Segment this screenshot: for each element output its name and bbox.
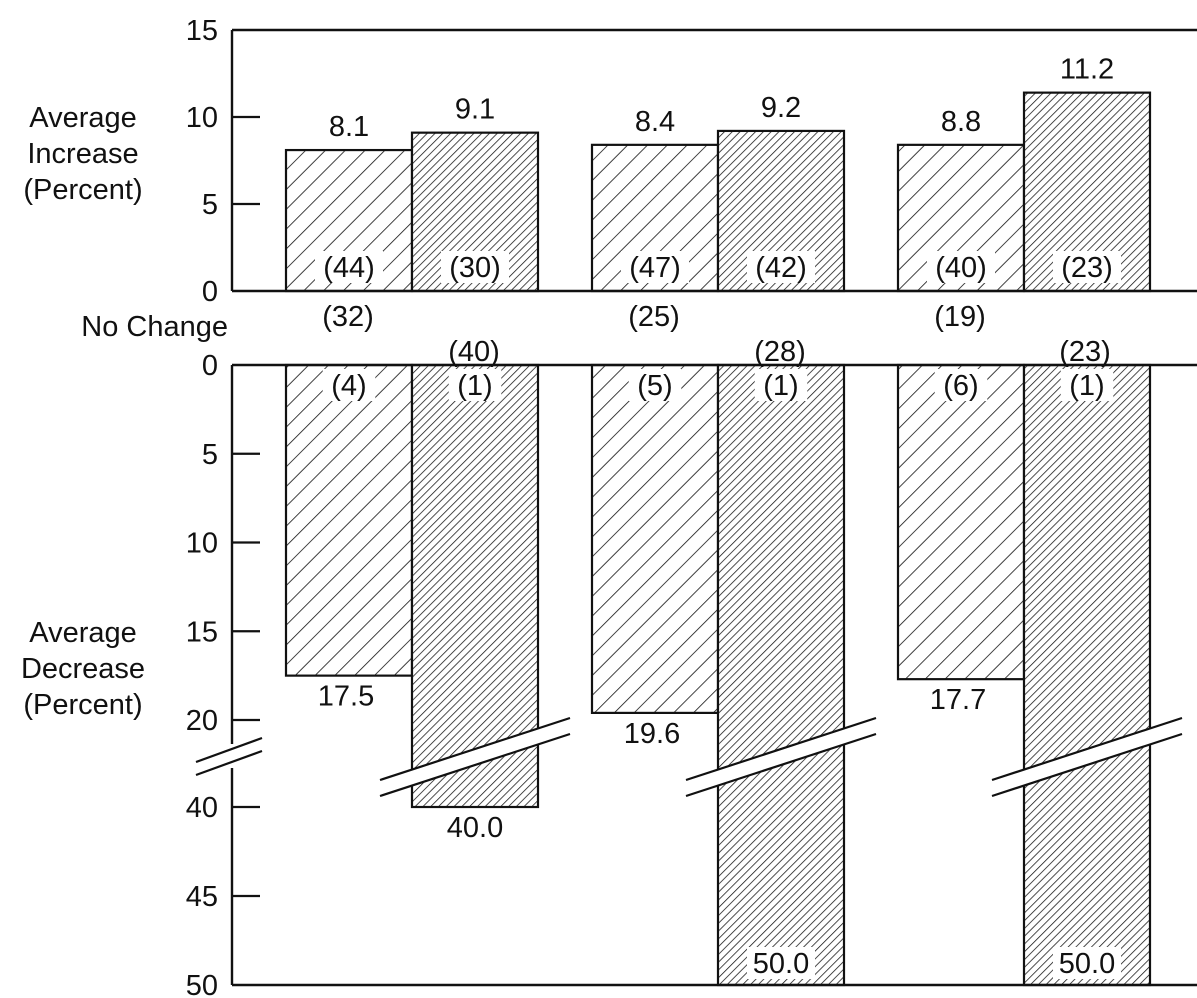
increase-count-label: (23) (1061, 252, 1113, 284)
decrease-ylabel-line: (Percent) (23, 689, 142, 721)
increase-count-label: (47) (629, 252, 681, 284)
decrease-tick-label: 50 (186, 970, 218, 998)
decrease-tick-label: 0 (202, 350, 218, 382)
decrease-value-label: 17.5 (318, 681, 374, 713)
no-change-count: (19) (934, 301, 986, 333)
increase-value-label: 8.4 (635, 106, 675, 138)
decrease-tick-label: 10 (186, 528, 218, 560)
decrease-bar (718, 365, 844, 985)
decrease-bar (592, 365, 718, 713)
no-change-count: (23) (1059, 336, 1111, 368)
increase-ylabel-line: (Percent) (23, 174, 142, 206)
increase-tick-label: 10 (186, 102, 218, 134)
increase-value-label: 11.2 (1060, 54, 1114, 86)
increase-count-label: (42) (755, 252, 807, 284)
no-change-count: (25) (628, 301, 680, 333)
decrease-tick-label: 15 (186, 616, 218, 648)
decrease-ylabel-line: Average (29, 617, 137, 649)
decrease-value-label: 50.0 (753, 948, 809, 980)
increase-tick-label: 0 (202, 276, 218, 308)
increase-value-label: 9.1 (455, 94, 495, 126)
decrease-value-label: 17.7 (930, 684, 986, 716)
decrease-value-label: 50.0 (1059, 948, 1115, 980)
increase-count-label: (30) (449, 252, 501, 284)
increase-ylabel-line: Increase (27, 138, 138, 170)
decrease-count-label: (5) (637, 370, 672, 402)
decrease-tick-label: 45 (186, 881, 218, 913)
decrease-bar (898, 365, 1024, 679)
increase-value-label: 8.8 (941, 106, 981, 138)
decrease-tick-label: 5 (202, 439, 218, 471)
decrease-count-label: (6) (943, 370, 978, 402)
decrease-bar (1024, 365, 1150, 985)
no-change-count: (40) (448, 336, 500, 368)
bars-layer (286, 93, 1182, 985)
no-change-count: (28) (754, 336, 806, 368)
increase-count-label: (40) (935, 252, 987, 284)
decrease-count-label: (4) (331, 370, 366, 402)
decrease-tick-label: 40 (186, 792, 218, 824)
decrease-tick-label: 20 (186, 705, 218, 737)
decrease-count-label: (1) (763, 370, 798, 402)
no-change-label: No Change (81, 311, 228, 343)
increase-value-label: 8.1 (329, 111, 369, 143)
increase-count-label: (44) (323, 252, 375, 284)
decrease-bar (286, 365, 412, 676)
increase-tick-label: 5 (202, 189, 218, 221)
decrease-value-label: 40.0 (447, 812, 503, 844)
decrease-value-label: 19.6 (624, 718, 680, 750)
decrease-count-label: (1) (457, 370, 492, 402)
decrease-count-label: (1) (1069, 370, 1104, 402)
no-change-count: (32) (322, 301, 374, 333)
increase-tick-label: 15 (186, 15, 218, 47)
increase-ylabel-line: Average (29, 102, 137, 134)
decrease-ylabel-line: Decrease (21, 653, 145, 685)
increase-value-label: 9.2 (761, 92, 801, 124)
